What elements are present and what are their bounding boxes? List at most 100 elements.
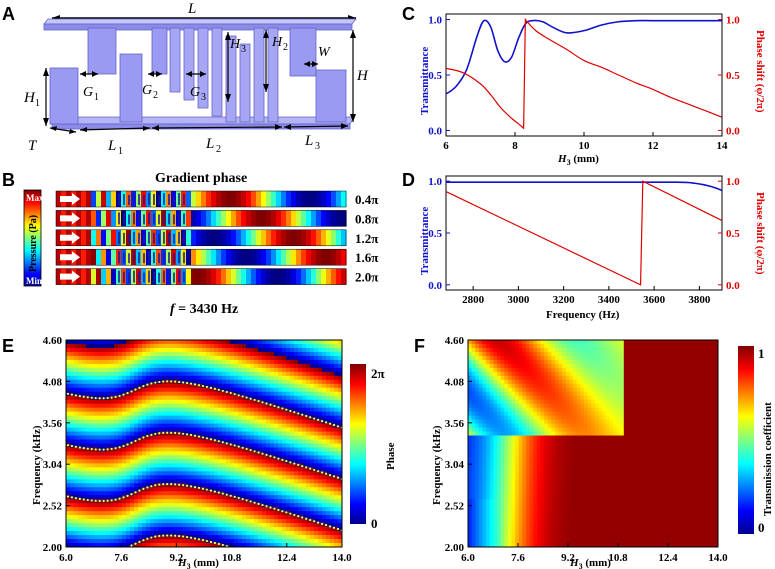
svg-text:3: 3 [315,141,320,152]
panel-c-transmittance-line [445,19,722,95]
incident-wave-arrow-icon [60,270,80,283]
panel-f-colorbar-min: 0 [758,520,765,535]
svg-text:2: 2 [153,90,158,101]
ytick-right-label: 0.0 [726,125,740,137]
xtick-label: 12.4 [658,552,678,564]
incident-wave-arrow-icon [60,193,80,205]
ytick-left-label: 1.0 [428,176,442,188]
panel-a-schematic: L H H 1 H 3 [23,1,369,157]
svg-text:2: 2 [283,42,288,53]
panel-d-chart: 2800 3000 3200 3400 3600 3800 0.0 0.5 1.0 0.0 0.5 1… [419,175,766,321]
phase-row-label: 1.6π [355,250,378,265]
xtick-label: 7.6 [114,552,128,564]
ytick-right-label: 0.5 [726,70,740,82]
ytick-label: 4.08 [43,376,63,388]
ytick-left-label: 1.0 [428,15,442,27]
ytick-label: 3.04 [43,459,63,471]
xtick-label: 14 [717,140,729,152]
comb-block [151,27,168,75]
ytick-label: 4.60 [43,335,63,347]
ytick-label: 2.00 [43,542,63,554]
ytick-label: 3.04 [445,459,465,471]
panel-label-f: F [414,336,425,356]
pressure-strip: 1.6π [55,248,378,266]
ytick-right-label: 1.0 [726,15,740,27]
panel-e-colorbar [350,364,366,524]
panel-c-frame [445,13,723,137]
ytick-right-label: 0.0 [726,280,740,292]
svg-text:2: 2 [216,144,221,155]
incident-wave-arrow-icon [60,231,80,244]
ytick-right-label: 1.0 [726,176,740,188]
panel-c-xlabel: H3 (mm) [557,153,599,167]
colorbar-pressure-label: Pressure (Pa) [28,215,39,272]
panel-label-b: B [2,170,15,190]
panel-label-c: C [402,4,415,24]
label-H1: H [23,90,36,106]
colorbar-min-label: Min [26,276,42,286]
panel-f-xlabel: H3 (mm) [569,557,611,569]
pressure-strip: 1.2π [55,229,378,247]
svg-text:3: 3 [241,44,246,55]
left-wall [49,67,79,125]
ytick-left-label: 0.5 [428,228,442,240]
panel-f-heatmap: 6.0 7.6 9.2 10.8 12.4 14.0 2.00 2.52 3.04 3.56 4.0… [431,335,774,569]
xtick-label: 14.0 [332,552,352,564]
ytick-right-label: 0.5 [726,228,740,240]
top-plate [43,18,357,25]
panel-c-phase-line [445,17,723,130]
svg-text:1: 1 [118,146,123,157]
label-H3: H [229,37,241,52]
panel-label-e: E [2,336,14,356]
xtick-label: 8 [512,140,518,152]
panel-label-d: D [402,170,415,190]
xtick-label: 2800 [462,294,485,306]
svg-text:1: 1 [94,92,99,103]
baffle-2 [119,53,143,123]
panel-f-colorbar-label: Transmission coefficient [762,402,774,516]
ytick-left-label: 0.0 [428,125,442,137]
xtick-label: 3600 [643,294,666,306]
pressure-strip: 0.8π [55,210,378,227]
ytick-label: 3.56 [445,418,465,430]
label-H2: H [271,35,283,50]
ytick-label: 3.56 [43,418,63,430]
xtick-label: 10 [579,140,591,152]
xtick-label: 7.6 [511,552,525,564]
xtick-label: 3000 [507,294,530,306]
panel-d-xlabel: Frequency (Hz) [546,309,620,321]
baffle-right [289,27,317,77]
label-L: L [187,1,196,17]
panel-e-ylabel: Frequency (kHz) [31,425,43,505]
svg-text:1: 1 [35,98,40,109]
panel-d-ylabel-right: Phase shift (φ/2π) [754,192,766,275]
label-L2: L [205,136,214,152]
panel-e-colorbar-label: Phase [385,442,397,470]
xtick-label: 10.8 [222,552,242,564]
baffle-1 [87,27,117,75]
xtick-label: 9.2 [561,552,575,564]
xtick-label: 12 [648,140,660,152]
panel-label-a: A [2,4,15,24]
right-wall [315,69,347,123]
panel-e-colorbar-max: 2π [371,366,385,381]
panel-d-frame [445,175,723,291]
ytick-left-label: 0.0 [428,280,442,292]
label-T: T [28,138,38,154]
panel-e-colorbar-min: 0 [371,516,378,531]
label-L1: L [107,138,116,154]
panel-c-chart: 6 8 10 12 14 0.0 0.5 1.0 0.0 0.5 1.0 Transmittance… [419,13,766,167]
xtick-label: 6.0 [461,552,475,564]
panel-d-phase-line [445,180,723,286]
ytick-left-label: 0.5 [428,70,442,82]
panel-d-ylabel-left: Transmittance [419,207,431,275]
panel-b: Gradient phase Max Min Pressure (Pa) 0.4… [23,171,378,317]
panel-d-transmittance-line [446,181,723,192]
colorbar-max-label: Max [26,193,44,203]
xtick-label: 3800 [688,294,711,306]
ytick-label: 2.52 [445,501,465,513]
panel-c-ylabel-left: Transmittance [419,47,431,115]
panel-e-xlabel: H3 (mm) [177,557,219,569]
ytick-label: 4.60 [445,335,465,347]
